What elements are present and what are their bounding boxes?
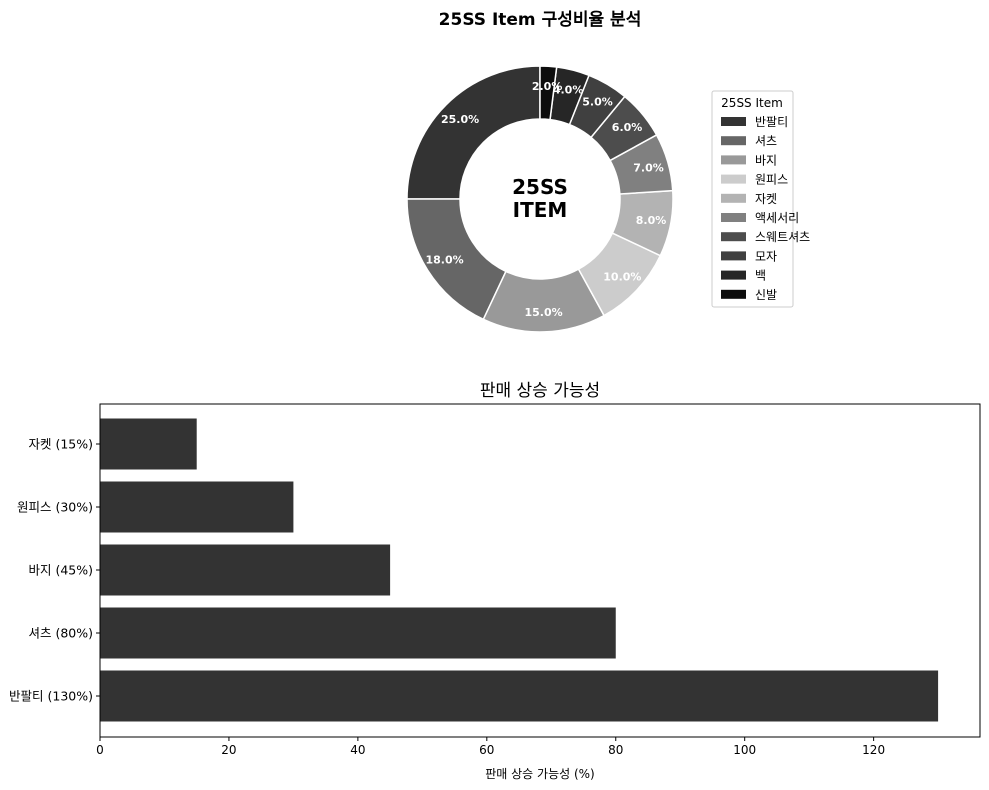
legend-swatch bbox=[721, 136, 746, 146]
donut-slice bbox=[539, 65, 558, 121]
donut-slices bbox=[406, 65, 674, 333]
x-tick-label: 40 bbox=[350, 743, 365, 757]
bar bbox=[100, 481, 294, 533]
legend-swatch bbox=[721, 251, 746, 261]
donut-slice-label: 6.0% bbox=[612, 121, 643, 134]
legend-swatch bbox=[721, 193, 746, 203]
legend-label: 바지 bbox=[755, 153, 777, 167]
y-category-label: 바지 (45%) bbox=[28, 563, 93, 578]
donut-slice bbox=[406, 65, 541, 200]
bar-chart-title: 판매 상승 가능성 bbox=[480, 381, 600, 401]
donut-slice-label: 2.0% bbox=[532, 80, 563, 93]
legend-label: 액세서리 bbox=[755, 211, 799, 225]
donut-slice-label: 8.0% bbox=[636, 214, 667, 227]
legend-title: 25SS Item bbox=[721, 96, 783, 110]
legend-swatch bbox=[721, 213, 746, 222]
donut-slice-label: 25.0% bbox=[441, 113, 479, 126]
donut-slice-label: 4.0% bbox=[553, 84, 584, 97]
legend-label: 반팔티 bbox=[755, 115, 788, 129]
x-tick-label: 100 bbox=[733, 743, 756, 757]
y-category-labels: 반팔티 (130%) 셔츠 (80%) 바지 (45%) 원피스 (30%) 자켓 (1… bbox=[9, 437, 100, 704]
x-tick-label: 0 bbox=[96, 743, 104, 757]
donut-slice-labels: 25.0% 18.0% 15.0% 10.0% 8.0% 7.0% 6.0% 5.0%4.0%… bbox=[426, 80, 667, 319]
legend-label: 자켓 bbox=[755, 192, 777, 206]
bar bbox=[100, 418, 197, 470]
x-axis-label: 판매 상승 가능성 (%) bbox=[485, 767, 595, 781]
legend-label: 셔츠 bbox=[755, 134, 777, 148]
y-category-label: 원피스 (30%) bbox=[17, 500, 93, 515]
donut-slice-label: 10.0% bbox=[603, 270, 641, 283]
bar bbox=[100, 670, 939, 722]
legend-label: 스웨트셔츠 bbox=[755, 230, 810, 244]
x-tick-label: 20 bbox=[221, 743, 236, 757]
donut-center-label-line2: ITEM bbox=[513, 198, 568, 222]
x-tick-label: 80 bbox=[608, 743, 623, 757]
y-category-label: 셔츠 (80%) bbox=[28, 626, 93, 641]
legend-swatch bbox=[721, 117, 746, 126]
legend-label: 모자 bbox=[755, 249, 777, 263]
x-tick-label: 120 bbox=[862, 743, 885, 757]
legend-swatch bbox=[721, 155, 746, 165]
y-category-label: 자켓 (15%) bbox=[28, 437, 93, 452]
bar-series bbox=[100, 418, 939, 722]
x-axis-ticks: 0 20 40 60 80 100 120 bbox=[96, 737, 885, 757]
x-tick-label: 60 bbox=[479, 743, 494, 757]
donut-slice-label: 7.0% bbox=[633, 161, 664, 174]
donut-center-label-line1: 25SS bbox=[512, 175, 568, 199]
y-category-label: 반팔티 (130%) bbox=[9, 689, 93, 704]
donut-slice-label: 18.0% bbox=[426, 254, 464, 267]
bar bbox=[100, 607, 616, 659]
legend-swatch bbox=[721, 174, 746, 184]
donut-slice-label: 5.0% bbox=[582, 96, 613, 109]
donut-slice-label: 15.0% bbox=[524, 306, 562, 319]
bar bbox=[100, 544, 391, 596]
legend-label: 원피스 bbox=[755, 173, 788, 187]
legend-label: 백 bbox=[755, 269, 766, 283]
legend-swatch bbox=[721, 289, 746, 299]
legend-swatch bbox=[721, 270, 746, 280]
legend-label: 신발 bbox=[755, 288, 777, 302]
legend-swatch bbox=[721, 232, 746, 242]
donut-chart-title: 25SS Item 구성비율 분석 bbox=[439, 10, 642, 30]
